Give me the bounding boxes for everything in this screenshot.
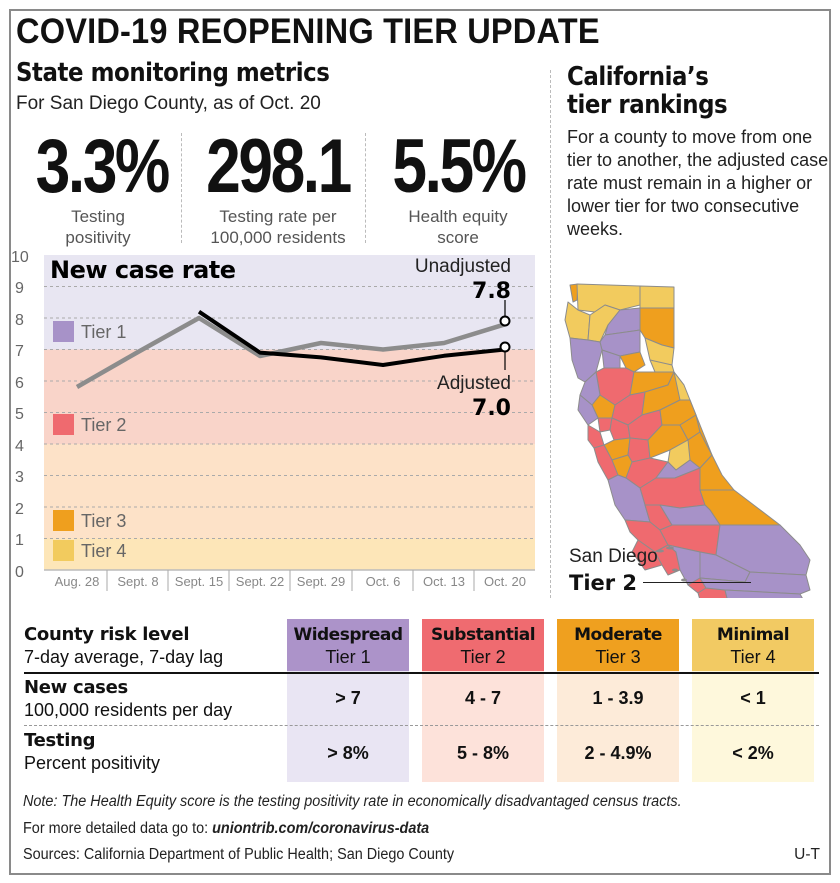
metric-divider	[365, 133, 366, 243]
row-label-testing: Testing Percent positivity	[24, 730, 161, 773]
svg-text:5: 5	[15, 406, 24, 423]
tier4-header: Minimal Tier 4	[692, 619, 814, 671]
metric-divider	[181, 133, 182, 243]
x-tick-separators	[106, 570, 475, 591]
metric-testing-positivity: 3.3% Testing positivity	[22, 128, 174, 248]
tier2-header: Substantial Tier 2	[422, 619, 544, 671]
adjusted-label: Adjusted	[437, 373, 511, 394]
svg-text:Aug. 28: Aug. 28	[55, 574, 100, 589]
svg-text:Sept. 15: Sept. 15	[175, 574, 223, 589]
footnote: Note: The Health Equity score is the tes…	[23, 793, 682, 810]
tier2-label: Tier 2	[81, 415, 126, 435]
tier1-band	[44, 255, 535, 350]
section-subtitle: For San Diego County, as of Oct. 20	[16, 93, 321, 114]
row-label-new-cases: New cases 100,000 residents per day	[24, 677, 233, 720]
svg-text:8: 8	[15, 312, 24, 329]
unadjusted-label: Unadjusted	[415, 256, 511, 277]
cell: 4 - 7	[422, 671, 544, 725]
y-axis-ticks: 10 9 8 7 6 5 4 3 2 1 0	[11, 249, 29, 581]
tier1-header: Widespread Tier 1	[287, 619, 409, 671]
metric-value: 5.5%	[392, 124, 527, 209]
tier3-label: Tier 3	[81, 511, 126, 531]
svg-text:3: 3	[15, 469, 24, 486]
tier1-swatch	[53, 321, 74, 342]
tier3-header: Moderate Tier 3	[557, 619, 679, 671]
data-link[interactable]: uniontrib.com/coronavirus-data	[212, 820, 430, 837]
metric-label: Testing rate per 100,000 residents	[210, 207, 346, 247]
panel-divider	[550, 70, 551, 598]
svg-text:10: 10	[11, 249, 29, 266]
page-title: COVID-19 REOPENING TIER UPDATE	[16, 12, 600, 51]
channel-islands	[656, 546, 687, 582]
credit: U-T	[794, 846, 820, 863]
svg-text:4: 4	[15, 438, 24, 455]
gridlines	[44, 286, 535, 539]
tier2-band	[44, 349, 535, 444]
tier2-swatch	[53, 414, 74, 435]
table-row-divider	[24, 725, 819, 726]
cell: < 1	[692, 671, 814, 725]
cell: 1 - 3.9	[557, 671, 679, 725]
more-data: For more detailed data go to: uniontrib.…	[23, 820, 430, 837]
cell: 2 - 4.9%	[557, 725, 679, 782]
section-title: State monitoring metrics	[16, 58, 330, 88]
table-row: New cases 100,000 residents per day > 7 4…	[24, 671, 814, 725]
tier-criteria-table: County risk level 7-day average, 7-day la…	[24, 619, 814, 782]
svg-text:Sept. 8: Sept. 8	[117, 574, 158, 589]
unadjusted-line	[75, 315, 506, 389]
san-diego-label: San Diego	[569, 546, 658, 567]
adjusted-endpoint	[499, 341, 511, 353]
metric-label: Health equity score	[408, 207, 508, 247]
table-header-rule	[24, 672, 819, 674]
svg-text:Oct. 20: Oct. 20	[484, 574, 526, 589]
svg-text:1: 1	[15, 532, 24, 549]
svg-text:Oct. 13: Oct. 13	[423, 574, 465, 589]
metric-testing-rate: 298.1 Testing rate per 100,000 residents	[188, 128, 368, 248]
unadjusted-endpoint	[499, 315, 511, 327]
cell: > 8%	[287, 725, 409, 782]
cell: < 2%	[692, 725, 814, 782]
cell: > 7	[287, 671, 409, 725]
svg-text:6: 6	[15, 375, 24, 392]
adjusted-line	[197, 310, 506, 367]
adjusted-value: 7.0	[472, 396, 511, 421]
tier4-band	[44, 538, 535, 570]
table-header-row: County risk level 7-day average, 7-day la…	[24, 619, 814, 671]
right-panel-description: For a county to move from one tier to an…	[567, 127, 829, 239]
sources: Sources: California Department of Public…	[23, 846, 455, 863]
svg-text:Sept. 29: Sept. 29	[297, 574, 345, 589]
svg-text:0: 0	[15, 564, 24, 581]
chart-title: New case rate	[50, 256, 236, 284]
san-diego-tier: Tier 2	[569, 571, 638, 595]
tier1-label: Tier 1	[81, 322, 126, 342]
unadjusted-value: 7.8	[472, 279, 511, 304]
metric-value: 3.3%	[35, 124, 171, 209]
table-header-label: County risk level 7-day average, 7-day la…	[24, 624, 224, 667]
tier3-swatch	[53, 510, 74, 531]
san-diego-leader-line	[643, 582, 751, 583]
tier4-label: Tier 4	[81, 541, 126, 561]
right-panel-title: California’s tier rankings	[567, 62, 728, 120]
metric-value: 298.1	[206, 124, 352, 209]
svg-text:Sept. 22: Sept. 22	[236, 574, 284, 589]
cell: 5 - 8%	[422, 725, 544, 782]
table-row: Testing Percent positivity > 8% 5 - 8% 2 …	[24, 725, 814, 782]
svg-text:7: 7	[15, 343, 24, 360]
new-case-rate-chart: 10 9 8 7 6 5 4 3 2 1 0 Aug. 28 Sept. 8 S…	[11, 249, 535, 591]
tier4-swatch	[53, 540, 74, 561]
svg-text:9: 9	[15, 280, 24, 297]
tier3-band	[44, 444, 535, 539]
x-axis-ticks: Aug. 28 Sept. 8 Sept. 15 Sept. 22 Sept. …	[55, 574, 526, 589]
svg-text:2: 2	[15, 501, 24, 518]
california-tier-map	[564, 283, 811, 598]
metric-health-equity: 5.5% Health equity score	[378, 128, 538, 248]
svg-text:Oct. 6: Oct. 6	[366, 574, 401, 589]
metric-label: Testing positivity	[65, 207, 131, 247]
